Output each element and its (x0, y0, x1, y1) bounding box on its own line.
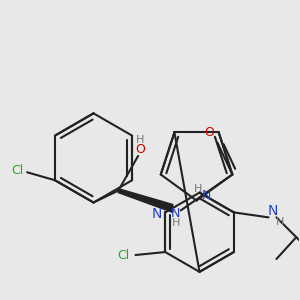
Text: Cl: Cl (11, 164, 23, 177)
Text: N: N (152, 207, 163, 221)
Text: H: H (172, 218, 180, 228)
Text: O: O (205, 126, 214, 140)
Text: H: H (136, 135, 144, 145)
Text: Cl: Cl (118, 248, 130, 262)
Text: N: N (171, 207, 180, 220)
Text: O: O (135, 142, 145, 155)
Text: N: N (202, 189, 211, 202)
Polygon shape (118, 189, 173, 212)
Text: H: H (276, 217, 285, 227)
Text: N: N (267, 204, 278, 218)
Text: H: H (194, 184, 203, 194)
